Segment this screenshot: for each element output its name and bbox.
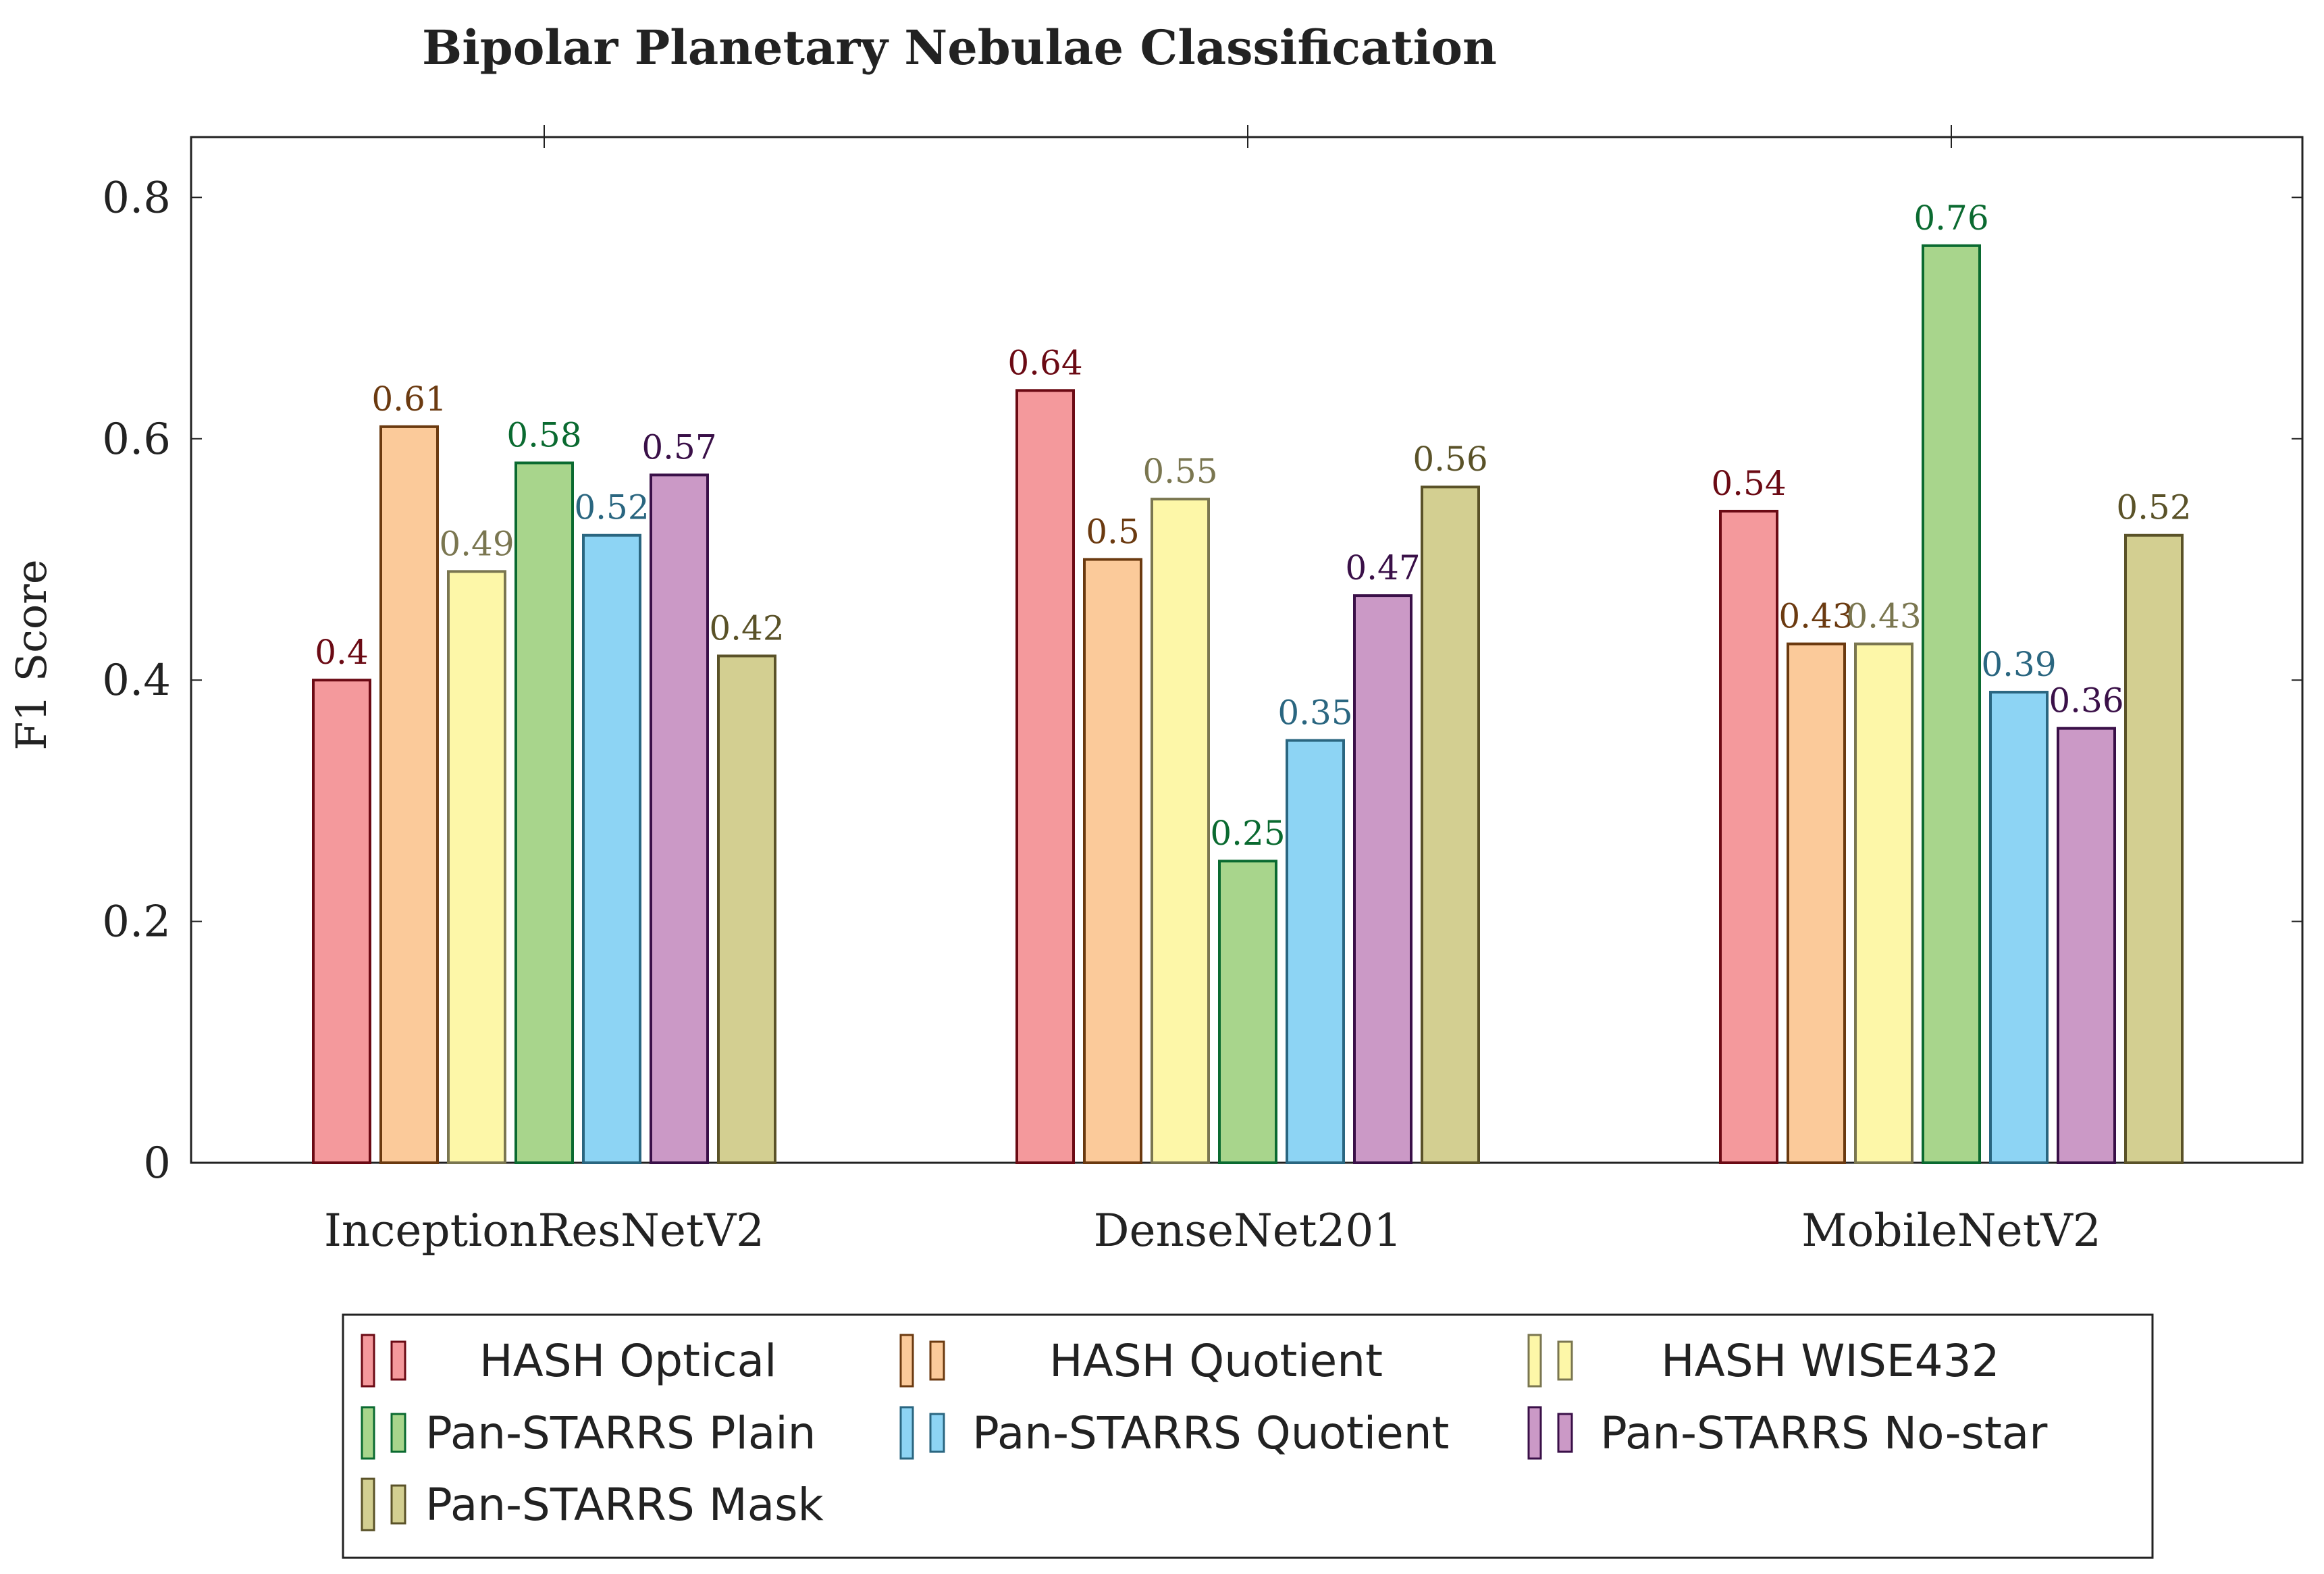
legend-label: Pan-STARRS No-star xyxy=(1600,1407,2048,1459)
data-label: 0.61 xyxy=(371,379,446,419)
legend-swatch xyxy=(361,1334,375,1388)
legend-swatch xyxy=(1527,1406,1542,1460)
y-tick-label: 0.8 xyxy=(102,173,171,223)
data-label: 0.76 xyxy=(1913,199,1988,238)
bar xyxy=(1218,860,1277,1165)
data-label: 0.39 xyxy=(1981,645,2056,684)
y-tick-label: 0.6 xyxy=(102,415,171,465)
legend-label: Pan-STARRS Quotient xyxy=(972,1407,1449,1459)
bar xyxy=(1922,244,1981,1164)
legend-swatch xyxy=(361,1477,375,1531)
data-label: 0.5 xyxy=(1086,512,1140,551)
bar xyxy=(1421,486,1480,1164)
y-tick-label: 0 xyxy=(143,1138,171,1188)
legend: HASH Optical HASH Quotient HASH WISE432 Pan… xyxy=(342,1313,2154,1559)
data-label: 0.47 xyxy=(1345,548,1420,587)
bar xyxy=(514,461,574,1164)
bar xyxy=(1151,498,1210,1164)
data-label: 0.35 xyxy=(1277,693,1352,733)
legend-swatch xyxy=(899,1406,914,1460)
data-label: 0.43 xyxy=(1846,597,1921,636)
data-label: 0.58 xyxy=(506,416,581,455)
bar xyxy=(1015,389,1075,1164)
data-label: 0.52 xyxy=(2116,488,2191,527)
legend-label: Pan-STARRS Plain xyxy=(425,1407,816,1459)
x-tick-label: InceptionResNetV2 xyxy=(324,1205,764,1257)
legend-swatch xyxy=(1527,1334,1542,1388)
y-tick-label: 0.4 xyxy=(102,656,171,706)
bar xyxy=(1286,739,1345,1164)
bar xyxy=(717,654,776,1164)
data-label: 0.64 xyxy=(1007,343,1082,382)
legend-label: HASH WISE432 xyxy=(1661,1335,2000,1387)
data-label: 0.56 xyxy=(1412,440,1487,479)
plot-area: 0 0.2 0.4 0.6 0.8 InceptionResNetV2 0.4 0.61 0.4… xyxy=(102,125,2304,1257)
data-label: 0.42 xyxy=(709,608,784,648)
bar xyxy=(447,570,506,1164)
legend-swatch-mini xyxy=(1557,1340,1573,1381)
data-label: 0.4 xyxy=(315,633,369,672)
bar xyxy=(1854,642,1913,1164)
legend-swatch-mini xyxy=(929,1340,945,1381)
legend-box xyxy=(342,1313,2154,1559)
legend-swatch xyxy=(361,1406,375,1460)
data-label: 0.57 xyxy=(641,427,716,467)
data-label: 0.52 xyxy=(574,488,649,527)
legend-swatch-mini xyxy=(390,1413,406,1453)
y-tick-label: 0.2 xyxy=(102,897,171,947)
data-label: 0.54 xyxy=(1711,464,1786,503)
bar xyxy=(1989,691,2049,1165)
y-axis-label: F1 Score xyxy=(7,559,56,750)
data-label: 0.43 xyxy=(1778,597,1853,636)
data-label: 0.25 xyxy=(1210,814,1285,853)
legend-label: HASH Quotient xyxy=(1049,1335,1383,1387)
bar xyxy=(1353,594,1412,1164)
bar xyxy=(650,473,709,1164)
bar xyxy=(2124,533,2184,1164)
chart-title: Bipolar Planetary Nebulae Classification xyxy=(422,20,1497,76)
bar xyxy=(312,679,371,1164)
bar xyxy=(2057,727,2116,1164)
bar xyxy=(379,425,439,1164)
legend-label: Pan-STARRS Mask xyxy=(425,1479,824,1531)
legend-swatch-mini xyxy=(390,1484,406,1525)
bar xyxy=(582,533,641,1164)
legend-swatch-mini xyxy=(929,1413,945,1453)
data-label: 0.36 xyxy=(2049,681,2123,720)
bar xyxy=(1719,509,1778,1164)
x-tick-label: MobileNetV2 xyxy=(1801,1205,2101,1257)
bar xyxy=(1083,558,1142,1164)
data-label: 0.55 xyxy=(1142,452,1217,491)
x-tick-label: DenseNet201 xyxy=(1094,1205,1402,1257)
legend-swatch-mini xyxy=(1557,1413,1573,1453)
legend-swatch xyxy=(899,1334,914,1388)
bar xyxy=(1787,642,1846,1164)
legend-swatch-mini xyxy=(390,1340,406,1381)
data-label: 0.49 xyxy=(439,524,514,563)
legend-label: HASH Optical xyxy=(479,1335,776,1387)
